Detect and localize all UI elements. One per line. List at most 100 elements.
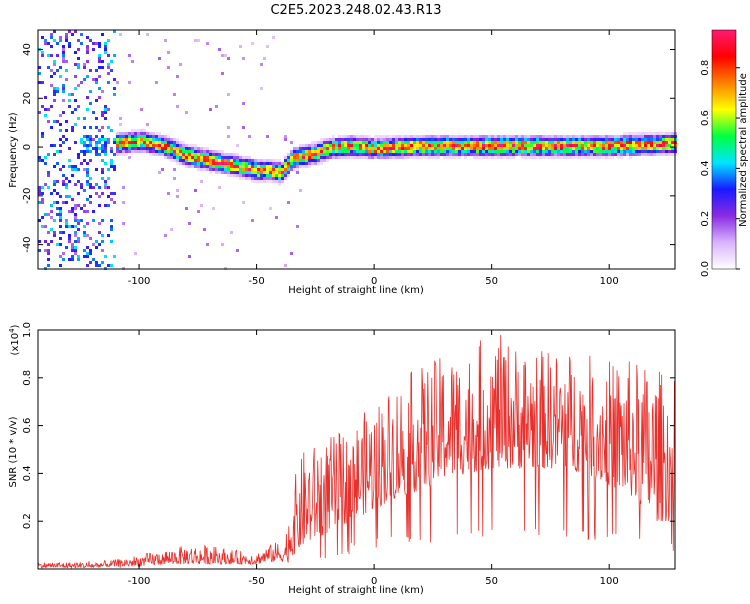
spectrogram-cell <box>461 135 464 138</box>
spectrogram-cell <box>65 201 68 204</box>
spectrogram-cell <box>503 141 506 144</box>
spectrogram-cell <box>521 147 524 150</box>
spectrogram-cell <box>620 150 623 153</box>
spectrogram-cell <box>140 135 143 138</box>
spectrogram-cell <box>335 138 338 141</box>
spectrogram-cell <box>44 249 47 252</box>
spectrogram-cell <box>179 153 182 156</box>
spectrogram-cell <box>104 153 107 156</box>
spectrogram-cell <box>65 225 68 228</box>
spectrogram-cell <box>62 111 65 114</box>
spectrogram-cell <box>215 153 218 156</box>
spectrogram-cell <box>578 150 581 153</box>
spectrogram-cell <box>566 153 569 156</box>
spectrogram-cell <box>419 135 422 138</box>
spectrogram-cell <box>602 156 605 159</box>
spectrogram-cell <box>65 246 68 249</box>
spectrogram-cell <box>125 135 128 138</box>
spectrogram-cell <box>314 159 317 162</box>
spectrogram-cell <box>629 141 632 144</box>
spectrogram-cell <box>626 153 629 156</box>
spectrogram-cell <box>95 78 98 81</box>
spectrogram-cell <box>521 141 524 144</box>
spectrogram-cell <box>179 156 182 159</box>
spectrogram-cell <box>437 153 440 156</box>
spectrogram-cell <box>80 33 83 36</box>
spectrogram-cell <box>629 147 632 150</box>
spectrogram-cell <box>77 237 80 240</box>
spectrogram-cell <box>506 141 509 144</box>
spectrogram-cell <box>626 150 629 153</box>
spectrogram-cell <box>71 126 74 129</box>
spectrogram-cell <box>119 117 122 120</box>
spectrogram-cell <box>317 159 320 162</box>
spectrogram-cell <box>626 138 629 141</box>
spectrogram-cell <box>74 108 77 111</box>
spectrogram-cell <box>599 144 602 147</box>
spectrogram-cell <box>575 144 578 147</box>
spectrogram-cell <box>224 165 227 168</box>
spectrogram-cell <box>608 156 611 159</box>
spectrogram-cell <box>338 141 341 144</box>
spectrogram-cell <box>536 138 539 141</box>
spectrogram-cell <box>650 153 653 156</box>
spectrogram-cell <box>458 147 461 150</box>
spectrogram-cell <box>644 144 647 147</box>
spectrogram-cell <box>83 135 86 138</box>
spectrogram-cell <box>464 150 467 153</box>
spectrogram-cell <box>62 252 65 255</box>
spectrogram-cell <box>293 168 296 171</box>
spectrogram-cell <box>176 138 179 141</box>
spectrogram-cell <box>71 225 74 228</box>
spectrogram-cell <box>140 132 143 135</box>
spectrogram-cell <box>314 162 317 165</box>
spectrogram-cell <box>656 135 659 138</box>
spectrogram-cell <box>176 75 179 78</box>
spectrogram-cell <box>101 150 104 153</box>
spectrogram-cell <box>383 147 386 150</box>
spectrogram-cell <box>329 153 332 156</box>
spectrogram-cell <box>545 138 548 141</box>
spectrogram-cell <box>350 150 353 153</box>
spectrogram-cell <box>344 138 347 141</box>
spectrogram-cell <box>158 132 161 135</box>
spectrogram-cell <box>446 141 449 144</box>
spectrogram-cell <box>236 156 239 159</box>
spectrogram-cell <box>185 159 188 162</box>
spectrogram-cell <box>590 135 593 138</box>
spectrogram-cell <box>191 153 194 156</box>
spectrogram-cell <box>266 171 269 174</box>
spectrogram-cell <box>194 150 197 153</box>
spectrogram-cell <box>422 150 425 153</box>
spectrogram-cell <box>158 135 161 138</box>
spectrogram-cell <box>317 144 320 147</box>
spectrogram-cell <box>89 138 92 141</box>
spectrogram-cell <box>485 141 488 144</box>
spectrogram-cell <box>296 147 299 150</box>
spectrogram-cell <box>320 147 323 150</box>
spectrogram-cell <box>176 141 179 144</box>
spectrogram-cell <box>347 150 350 153</box>
spectrogram-cell <box>494 135 497 138</box>
spectrogram-cell <box>80 138 83 141</box>
spectrogram-cell <box>491 147 494 150</box>
spectrogram-cell <box>401 153 404 156</box>
spectrogram-cell <box>314 147 317 150</box>
spectrogram-cell <box>542 135 545 138</box>
spectrogram-cell <box>539 150 542 153</box>
spectrogram-cell <box>311 153 314 156</box>
spectrogram-cell <box>104 255 107 258</box>
spectrogram-cell <box>290 153 293 156</box>
spectrogram-cell <box>494 144 497 147</box>
spectrogram-cell <box>602 153 605 156</box>
spectrogram-cell <box>68 258 71 261</box>
spectrogram-cell <box>281 162 284 165</box>
spectrogram-cell <box>65 78 68 81</box>
spectrogram-cell <box>86 36 89 39</box>
spectrogram-cell <box>455 153 458 156</box>
spectrogram-cell <box>512 135 515 138</box>
spectrogram-cell <box>560 156 563 159</box>
spectrogram-cell <box>455 156 458 159</box>
